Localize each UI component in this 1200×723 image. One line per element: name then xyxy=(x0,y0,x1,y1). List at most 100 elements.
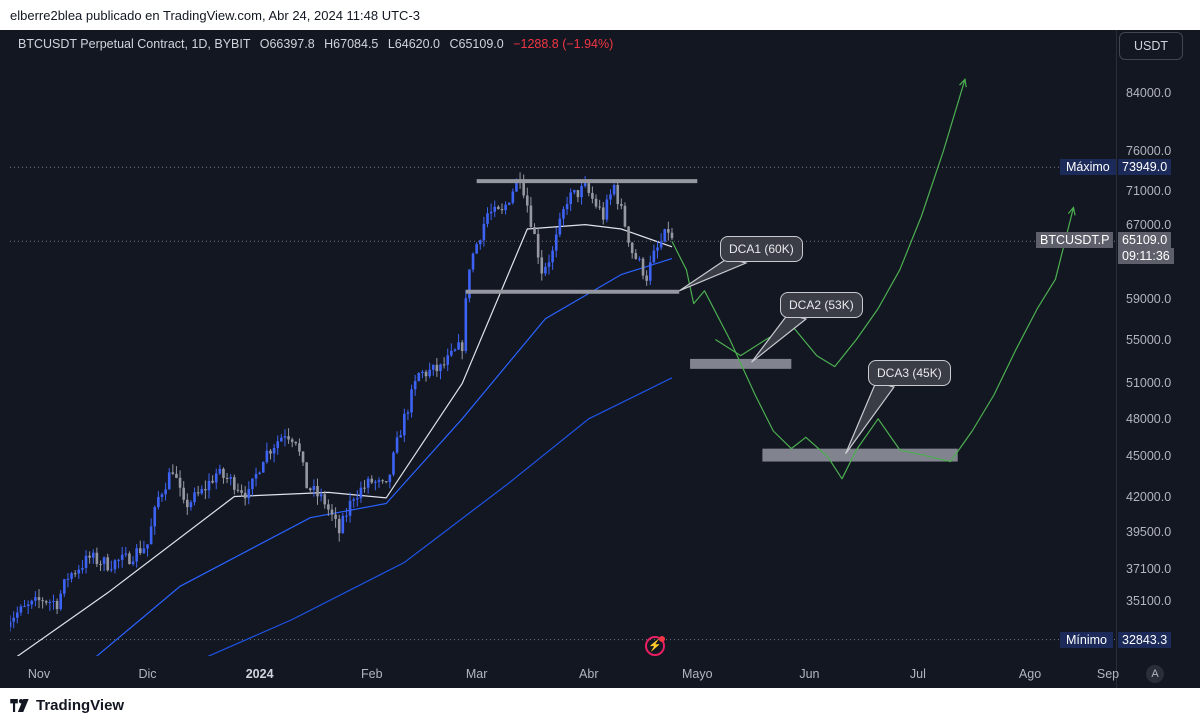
price-chart[interactable] xyxy=(10,30,1116,656)
candle-body-2023-11-18 xyxy=(99,563,102,565)
alert-bolt-icon[interactable]: ⚡ xyxy=(645,636,665,656)
candle-body-2023-11-08 xyxy=(63,579,66,594)
candle-body-2024-01-01 xyxy=(258,472,261,474)
candle-body-2024-01-12 xyxy=(298,443,301,452)
dca3-callout[interactable]: DCA3 (45K) xyxy=(868,360,951,386)
candle-body-2024-01-17 xyxy=(316,485,319,497)
candle-body-2024-03-15 xyxy=(525,195,529,206)
symbol-title: BTCUSDT Perpetual Contract, 1D, BYBIT xyxy=(18,37,251,51)
candle-body-2023-10-25 xyxy=(12,617,15,622)
candle-body-2024-01-05 xyxy=(272,447,276,454)
candle-body-2024-03-31 xyxy=(583,183,587,187)
candle-body-2024-02-20 xyxy=(439,364,442,372)
candle-body-2024-04-24 xyxy=(670,232,674,239)
candle-body-2024-01-10 xyxy=(290,439,294,442)
callout-pointer-3 xyxy=(845,381,895,455)
candle-body-2024-02-21 xyxy=(442,364,446,366)
candle-body-2024-03-27 xyxy=(569,192,572,205)
price-tick-0: 84000.0 xyxy=(1126,86,1172,100)
candle-body-2023-12-22 xyxy=(222,468,225,478)
candle-body-2024-03-10 xyxy=(507,202,511,205)
max-price-tag: 73949.0 xyxy=(1118,159,1172,176)
candle-body-2024-02-18 xyxy=(431,364,435,370)
candle-body-2024-04-04 xyxy=(598,206,601,208)
candle-body-2023-11-22 xyxy=(113,560,117,570)
candle-body-2023-12-27 xyxy=(240,490,243,493)
candle-body-2024-01-21 xyxy=(330,509,334,515)
candle-body-2024-01-26 xyxy=(348,500,352,516)
tradingview-logo-icon xyxy=(10,699,29,712)
candle-body-2024-02-24 xyxy=(453,349,457,351)
candle-body-2023-10-30 xyxy=(30,600,34,605)
moving-average-1 xyxy=(95,258,673,656)
price-axis[interactable] xyxy=(1116,30,1200,688)
projection-path-0 xyxy=(671,207,1075,480)
candle-body-2024-04-21 xyxy=(659,241,663,248)
candle-body-2023-12-26 xyxy=(236,489,240,491)
candle-body-2024-03-18 xyxy=(536,233,540,258)
ohlc-open: O66397.8 xyxy=(259,37,315,51)
notification-dot-icon xyxy=(659,636,665,642)
candle-body-2024-01-03 xyxy=(265,450,269,463)
candle-body-2024-04-15 xyxy=(638,258,641,260)
candle-body-2023-11-24 xyxy=(120,554,124,560)
candle-body-2023-10-28 xyxy=(23,606,26,608)
candle-body-2023-11-17 xyxy=(95,552,99,564)
candle-body-2023-10-26 xyxy=(15,612,19,618)
candle-body-2024-04-07 xyxy=(609,194,612,200)
footer-brand: TradingView xyxy=(36,697,125,714)
candle-body-2024-02-17 xyxy=(428,369,431,377)
candle-body-2024-04-22 xyxy=(663,229,667,242)
candle-body-2024-03-22 xyxy=(551,250,554,263)
candle-body-2023-12-19 xyxy=(211,480,214,483)
candle-body-2024-03-06 xyxy=(493,206,497,212)
candle-body-2024-03-23 xyxy=(554,234,558,251)
candle-body-2024-02-13 xyxy=(413,381,417,390)
time-tick-5: Abr xyxy=(579,667,599,681)
dca-zone-3 xyxy=(762,448,958,462)
candle-body-2024-01-06 xyxy=(276,441,280,448)
candle-body-2024-02-23 xyxy=(450,350,453,356)
candle-body-2023-11-07 xyxy=(59,593,63,610)
dca1-callout[interactable]: DCA1 (60K) xyxy=(720,236,803,262)
candle-body-2023-12-01 xyxy=(146,544,149,549)
candle-body-2023-12-03 xyxy=(153,507,157,527)
candle-body-2024-02-28 xyxy=(468,269,471,299)
projection-path-1 xyxy=(715,79,966,368)
candle-body-2024-02-02 xyxy=(374,481,377,483)
candle-body-2024-01-30 xyxy=(363,487,366,489)
candle-body-2024-03-02 xyxy=(478,240,482,245)
candle-body-2024-01-23 xyxy=(337,518,341,534)
candle-body-2024-01-20 xyxy=(327,504,330,510)
candle-body-2023-11-01 xyxy=(37,597,41,601)
candle-body-2024-04-18 xyxy=(648,262,652,281)
candle-body-2024-02-01 xyxy=(370,478,374,483)
candle-body-2023-12-14 xyxy=(193,492,196,503)
ohlc-values: O66397.8 H67084.5 L64620.0 C65109.0 −128… xyxy=(254,37,614,51)
candle-body-2023-12-12 xyxy=(185,499,189,508)
candle-body-2024-01-14 xyxy=(305,462,308,489)
candle-body-2024-02-27 xyxy=(464,298,468,352)
candle-body-2024-04-23 xyxy=(667,229,670,233)
dca2-callout[interactable]: DCA2 (53K) xyxy=(780,292,863,318)
candle-body-2024-03-12 xyxy=(515,179,518,192)
candle-body-2024-02-15 xyxy=(421,371,424,374)
candle-body-2024-04-06 xyxy=(605,199,609,220)
candle-body-2024-03-30 xyxy=(580,186,583,198)
candle-body-2023-12-08 xyxy=(171,472,175,474)
candle-body-2023-11-30 xyxy=(142,548,146,554)
currency-button[interactable]: USDT xyxy=(1119,32,1183,60)
candle-body-2024-01-11 xyxy=(294,441,298,444)
candle-body-2024-01-18 xyxy=(319,494,323,497)
time-tick-0: Nov xyxy=(27,667,51,681)
candle-body-2024-02-12 xyxy=(410,389,413,413)
symbol-legend: BTCUSDT Perpetual Contract, 1D, BYBIT O6… xyxy=(18,37,613,51)
candle-body-2023-11-13 xyxy=(81,567,84,570)
candle-body-2024-02-04 xyxy=(381,480,384,482)
time-tick-3: Feb xyxy=(360,667,383,681)
chart-area[interactable] xyxy=(10,30,1116,656)
candle-body-2024-03-05 xyxy=(489,211,493,214)
auto-scale-button[interactable]: A xyxy=(1146,665,1164,683)
footer: TradingView xyxy=(0,688,1200,723)
max-label: Máximo xyxy=(1060,159,1116,176)
